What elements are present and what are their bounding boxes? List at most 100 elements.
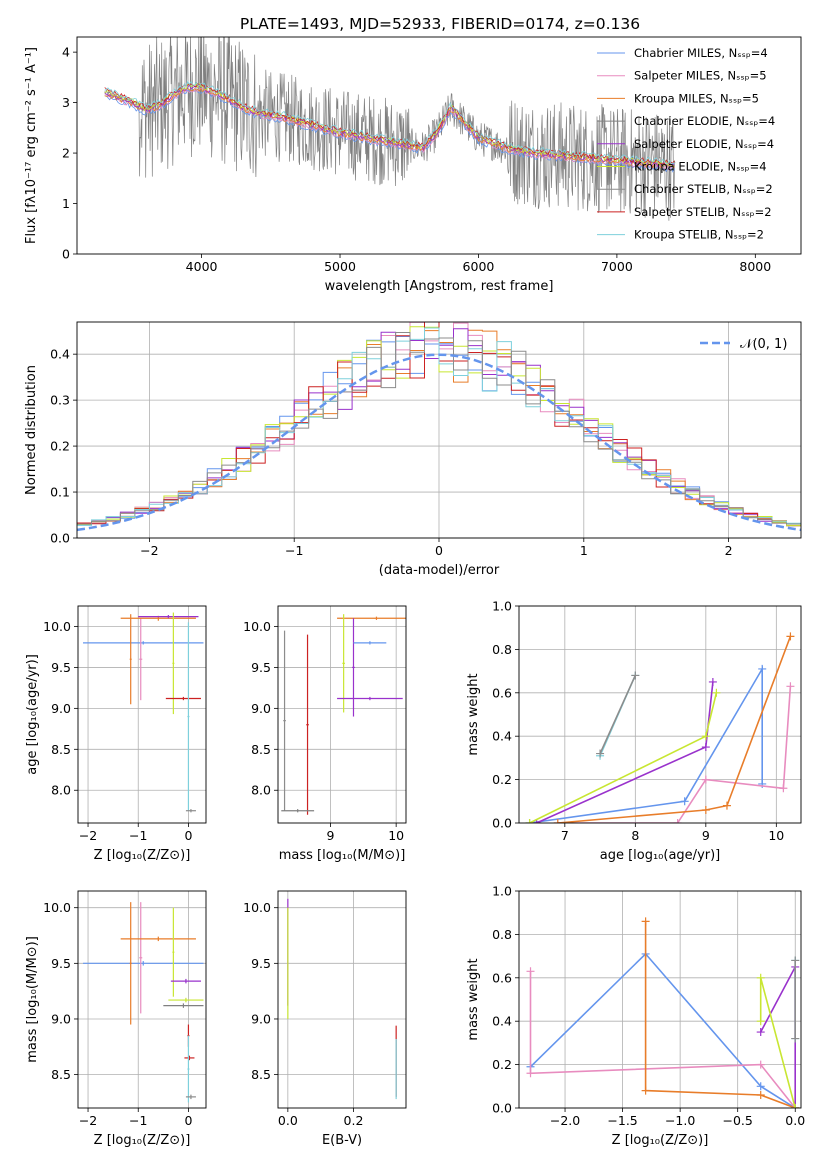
- weight-line: [644, 921, 796, 1108]
- y-axis-label: mass weight: [466, 673, 481, 755]
- x-tick-label: 1: [580, 543, 588, 558]
- x-tick-label: −2: [140, 543, 158, 558]
- axes-frame: [518, 605, 802, 824]
- legend-entry: Salpeter MILES, Nₛₛₚ=5: [634, 69, 767, 83]
- weight-marker: [631, 671, 640, 680]
- x-tick-label: 8: [631, 828, 639, 843]
- y-tick-label: 1.0: [492, 884, 512, 899]
- x-tick-label: −1: [129, 828, 147, 843]
- weight-marker: [701, 775, 710, 784]
- weight-line: [529, 692, 718, 823]
- y-tick-label: 0.2: [492, 772, 512, 787]
- axes-frame: [518, 890, 802, 1109]
- y-axis-label: age [log₁₀(age/yr)]: [25, 654, 40, 775]
- x-tick-label: 0.2: [344, 1113, 364, 1128]
- weight-marker: [786, 682, 795, 691]
- y-tick-label: 0.1: [50, 485, 70, 500]
- x-axis-label: wavelength [Angstrom, rest frame]: [325, 279, 554, 294]
- x-tick-label: 8000: [739, 259, 771, 274]
- weight-marker: [680, 797, 689, 806]
- y-tick-label: 8.5: [251, 742, 271, 757]
- x-tick-label: −1.5: [607, 1113, 637, 1128]
- legend-entry: Salpeter ELODIE, Nₛₛₚ=4: [634, 137, 774, 151]
- x-tick-label: 0: [435, 543, 443, 558]
- weight-marker: [779, 784, 788, 793]
- weight-marker: [791, 1104, 800, 1108]
- x-tick-label: 10: [768, 828, 784, 843]
- y-tick-label: 9.0: [51, 701, 71, 716]
- weight-marker: [786, 632, 795, 641]
- x-axis-label: Z [log₁₀(Z/Z⊙)]: [612, 1133, 709, 1148]
- panel-age-vs-Z: −2 −1 0 8.0 8.5 9.0 9.5 10.0 Z [log₁₀(Z/Z⊙)] age …: [25, 605, 207, 863]
- y-tick-label: 4: [62, 45, 70, 60]
- panel-weight-vs-Z: −2.0 −1.5 −1.0 −0.5 0.0 0.0 0.2 0.4 0.6 0.8 1.0 Z […: [466, 884, 805, 1149]
- x-tick-label: 0: [184, 1113, 192, 1128]
- x-tick-label: 0.0: [785, 1113, 805, 1128]
- weight-line: [599, 675, 637, 754]
- weight-marker: [708, 677, 717, 686]
- x-axis-label: E(B-V): [322, 1133, 362, 1148]
- figure-title: PLATE=1493, MJD=52933, FIBERID=0174, z=0…: [240, 15, 640, 33]
- legend-entry: Kroupa ELODIE, Nₛₛₚ=4: [634, 160, 767, 174]
- weight-marker: [641, 1086, 650, 1095]
- axes-frame: [77, 890, 207, 1109]
- y-tick-label: 0.6: [492, 970, 512, 985]
- weight-marker: [673, 819, 682, 823]
- weight-marker: [525, 819, 534, 823]
- panel-age-vs-mass: 9 10 8.0 8.5 9.0 9.5 10.0 mass [log₁₀(M/M⊙)]: [243, 605, 407, 863]
- weight-marker: [526, 967, 535, 976]
- weight-marker: [756, 1090, 765, 1099]
- y-tick-label: 9.0: [51, 1011, 71, 1026]
- x-tick-label: 4000: [186, 259, 218, 274]
- x-tick-label: 5000: [324, 259, 356, 274]
- y-tick-label: 0.8: [492, 927, 512, 942]
- weight-line: [529, 665, 763, 823]
- spectrum-model-line: [104, 88, 675, 173]
- weight-marker: [756, 1028, 765, 1037]
- axes-frame: [76, 36, 802, 255]
- y-tick-label: 9.5: [51, 956, 71, 971]
- weight-line: [557, 636, 792, 823]
- legend-entry: Chabrier ELODIE, Nₛₛₚ=4: [634, 114, 775, 128]
- spectrum-data-line: [104, 37, 676, 221]
- x-axis-label: (data-model)/error: [379, 563, 500, 578]
- legend-entry: 𝒩(0, 1): [740, 337, 787, 352]
- y-tick-label: 0.8: [492, 642, 512, 657]
- plot-area: [77, 322, 801, 532]
- weight-marker: [791, 1034, 800, 1043]
- panel-mass-vs-Z: −2 −1 0 8.5 9.0 9.5 10.0 Z [log₁₀(Z/Z⊙)] mass [l…: [25, 890, 207, 1148]
- y-tick-label: 0.4: [492, 729, 512, 744]
- y-tick-label: 0.4: [50, 347, 70, 362]
- y-axis-label: Flux [fλ10⁻¹⁷ erg cm⁻² s⁻¹ A⁻¹]: [24, 47, 39, 244]
- legend-entry: Kroupa STELIB, Nₛₛₚ=2: [634, 228, 764, 242]
- normal-curve: [77, 353, 801, 532]
- weight-marker: [756, 1017, 765, 1026]
- x-tick-label: 10: [388, 828, 404, 843]
- panel-mass-vs-EBV: 0.0 0.2 8.5 9.0 9.5 10.0 E(B-V): [243, 890, 407, 1148]
- y-tick-label: 10.0: [43, 619, 71, 634]
- y-axis-label: Normed distribution: [24, 365, 39, 495]
- x-tick-label: −2: [79, 828, 97, 843]
- y-tick-label: 10.0: [243, 900, 271, 915]
- y-tick-label: 0: [62, 247, 70, 262]
- weight-marker: [756, 1060, 765, 1069]
- weight-marker: [722, 801, 731, 810]
- y-tick-label: 9.0: [251, 701, 271, 716]
- y-tick-label: 10.0: [243, 619, 271, 634]
- plot-area: [83, 902, 204, 1103]
- legend-entry: Chabrier MILES, Nₛₛₚ=4: [634, 46, 768, 60]
- panel-residuals: −2 −1 0 1 2 0.0 0.1 0.2 0.3 0.4 (data-model)/error…: [24, 321, 802, 578]
- spectrum-model-line: [104, 80, 675, 165]
- y-tick-label: 0.0: [492, 1101, 512, 1116]
- x-tick-label: 0.0: [278, 1113, 298, 1128]
- y-tick-label: 0.0: [492, 816, 512, 831]
- y-tick-label: 0.3: [50, 393, 70, 408]
- weight-marker: [791, 956, 800, 965]
- weight-marker: [712, 688, 721, 697]
- plot-area: [104, 37, 676, 221]
- y-tick-label: 0.4: [492, 1014, 512, 1029]
- weight-marker: [641, 917, 650, 926]
- plot-area: [83, 612, 204, 813]
- weight-marker: [553, 819, 562, 823]
- weight-marker: [756, 1082, 765, 1091]
